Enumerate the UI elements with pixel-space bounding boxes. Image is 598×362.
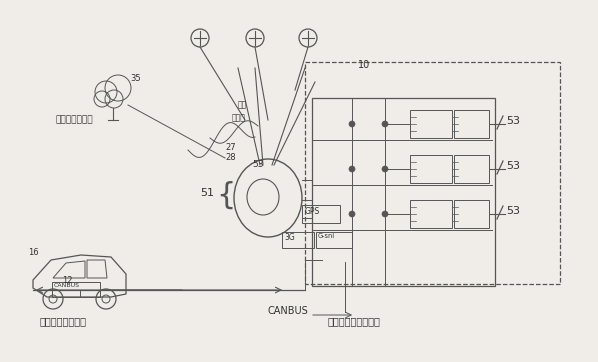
Circle shape [349,211,355,217]
Text: インターネット: インターネット [55,115,93,124]
Bar [410,200,452,228]
Bar [410,110,452,138]
Text: 12: 12 [62,276,72,285]
Bar [454,155,489,183]
Text: 16: 16 [28,248,39,257]
Bar [305,62,560,284]
Text: 35: 35 [130,74,141,83]
Text: 53: 53 [506,116,520,126]
Circle shape [382,121,388,127]
Text: 送信: 送信 [238,100,247,109]
Text: CANBUS: CANBUS [268,306,309,316]
Text: 受信機: 受信機 [232,113,246,122]
Circle shape [382,166,388,172]
Bar [454,200,489,228]
Bar [410,155,452,183]
Bar [52,282,100,297]
Text: G-sni: G-sni [318,233,335,239]
Text: 3G: 3G [284,233,295,242]
Bar [316,232,352,248]
Bar [312,98,495,286]
Circle shape [349,121,355,127]
Bar [454,110,489,138]
Text: GPS: GPS [305,207,321,216]
Text: 51: 51 [200,188,214,198]
Bar [302,205,340,223]
Text: 53: 53 [252,160,264,169]
Bar [282,232,314,248]
Circle shape [349,166,355,172]
Circle shape [382,211,388,217]
Text: 28: 28 [225,153,236,162]
Text: {: { [216,181,236,210]
Text: マイクロプロセッサ: マイクロプロセッサ [328,316,381,326]
Text: 車両コントローラ: 車両コントローラ [40,316,87,326]
Text: 27: 27 [225,143,236,152]
Text: 53: 53 [506,161,520,171]
Text: 53: 53 [506,206,520,216]
Text: 10: 10 [358,60,370,70]
Text: CANBUS: CANBUS [54,283,80,288]
